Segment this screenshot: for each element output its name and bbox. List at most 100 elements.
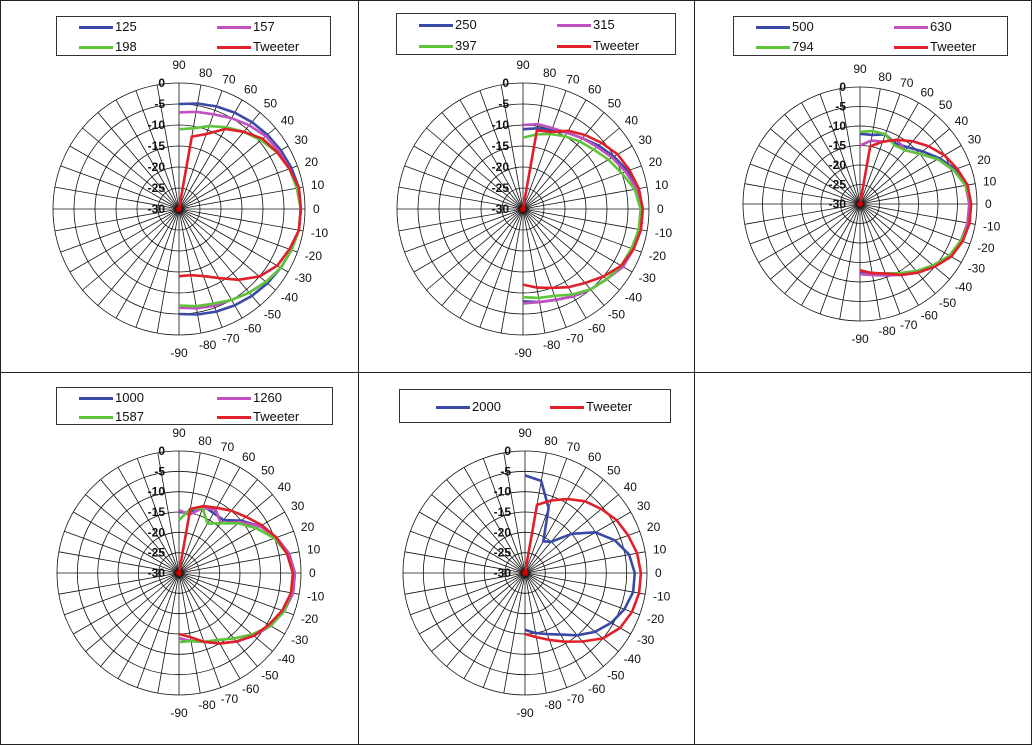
legend-label: 250 xyxy=(455,16,477,32)
grid-spoke xyxy=(801,203,861,306)
grid-spoke xyxy=(404,208,524,253)
legend-swatch xyxy=(217,26,251,29)
grid-spoke xyxy=(522,186,648,210)
legend-swatch xyxy=(79,26,113,29)
polar-grid xyxy=(396,82,650,336)
angle-tick-label: 60 xyxy=(242,450,256,464)
grid-spoke xyxy=(859,203,971,245)
grid-spoke xyxy=(85,572,180,652)
grid-spoke xyxy=(859,203,901,315)
grid-spoke xyxy=(135,208,180,328)
radial-tick-label: -30 xyxy=(494,566,512,580)
grid-spoke xyxy=(503,572,526,694)
grid-spoke xyxy=(859,102,919,205)
grid-spoke xyxy=(441,208,524,306)
angle-tick-label: 70 xyxy=(221,440,235,454)
grid-spoke xyxy=(64,572,180,616)
grid-spoke xyxy=(64,530,180,574)
chart-panel-3: 90 80 70 60 50 40 30 20 10 0 -10 -20 -30 -40 -50 -60 -70… xyxy=(694,0,1032,373)
grid-spoke xyxy=(178,572,273,652)
radial-tick-label: -15 xyxy=(494,505,512,519)
grid-spoke xyxy=(859,203,962,263)
radial-tick-label: -15 xyxy=(492,139,510,153)
grid-spoke xyxy=(784,114,861,205)
angle-tick-label: -50 xyxy=(261,669,279,683)
grid-spoke xyxy=(859,203,881,320)
grid-spoke xyxy=(426,127,524,210)
grid-spoke xyxy=(482,572,526,688)
angle-tick-label: -40 xyxy=(955,280,973,294)
grid-spoke xyxy=(758,145,861,205)
grid-spoke xyxy=(178,208,298,253)
series-line-tweeter xyxy=(523,497,643,643)
grid-spoke xyxy=(859,93,901,205)
grid-spoke xyxy=(178,511,285,574)
grid-spoke xyxy=(404,165,524,210)
grid-spoke xyxy=(431,494,526,574)
angle-tick-label: 20 xyxy=(301,520,315,534)
grid-spoke xyxy=(522,208,633,273)
radial-tick-label: -30 xyxy=(829,197,847,211)
grid-spoke xyxy=(398,208,524,232)
grid-spoke xyxy=(446,479,526,574)
grid-spoke xyxy=(85,494,180,574)
angle-tick-label: 70 xyxy=(900,76,914,90)
angle-tick-label: 70 xyxy=(222,72,236,86)
grid-spoke xyxy=(157,572,180,694)
grid-spoke xyxy=(522,208,648,232)
grid-spoke xyxy=(801,102,861,205)
angle-tick-label: 30 xyxy=(639,133,653,147)
grid-spoke xyxy=(749,163,861,205)
grid-spoke xyxy=(60,165,180,210)
radial-tick-label: 0 xyxy=(504,444,511,458)
grid-spoke xyxy=(97,112,180,210)
angle-tick-label: 50 xyxy=(607,463,621,477)
legend-label: Tweeter xyxy=(930,39,977,54)
grid-spoke xyxy=(524,511,631,574)
polar-grid xyxy=(742,86,978,322)
grid-spoke xyxy=(524,572,646,595)
radial-tick-label: 0 xyxy=(839,80,846,94)
angle-tick-label: 40 xyxy=(278,480,292,494)
grid-spoke xyxy=(524,572,640,616)
grid-spoke xyxy=(54,208,180,232)
grid-spoke xyxy=(819,93,861,205)
angle-tick-label: -60 xyxy=(242,682,260,696)
grid-spoke xyxy=(441,112,524,210)
chart-legend: 1000 1260 1587 Tweeter xyxy=(56,387,333,425)
angle-tick-label: 10 xyxy=(653,543,667,557)
grid-spoke xyxy=(413,145,524,210)
grid-spoke xyxy=(73,572,180,635)
angle-tick-label: -30 xyxy=(968,262,986,276)
legend-label: 157 xyxy=(253,19,275,34)
grid-spoke xyxy=(524,458,568,574)
grid-spoke xyxy=(58,572,180,595)
grid-spoke xyxy=(404,551,526,574)
grid-spoke xyxy=(784,203,861,294)
legend-label: 1587 xyxy=(115,408,144,424)
angle-tick-label: 40 xyxy=(281,113,295,127)
radial-tick-label: -15 xyxy=(148,505,166,519)
radial-tick-label: -5 xyxy=(500,464,511,478)
legend-swatch xyxy=(217,396,251,400)
grid-spoke xyxy=(178,165,298,210)
radial-tick-label: -5 xyxy=(835,100,846,114)
angle-tick-label: 10 xyxy=(655,178,669,192)
grid-spoke xyxy=(60,208,180,253)
angle-tick-label: 90 xyxy=(518,426,532,440)
legend-swatch xyxy=(419,44,453,48)
grid-spoke xyxy=(410,572,526,616)
grid-spoke xyxy=(82,127,180,210)
grid-spoke xyxy=(178,551,300,574)
grid-spoke xyxy=(522,99,587,210)
angle-tick-label: -30 xyxy=(639,271,657,285)
grid-spoke xyxy=(524,551,646,574)
angle-tick-label: 0 xyxy=(985,197,992,211)
empty-panel xyxy=(694,372,1032,745)
grid-spoke xyxy=(819,203,861,315)
angle-tick-label: -50 xyxy=(939,296,957,310)
angle-tick-label: 40 xyxy=(625,113,639,127)
grid-spoke xyxy=(97,208,180,306)
grid-spoke xyxy=(404,572,526,595)
